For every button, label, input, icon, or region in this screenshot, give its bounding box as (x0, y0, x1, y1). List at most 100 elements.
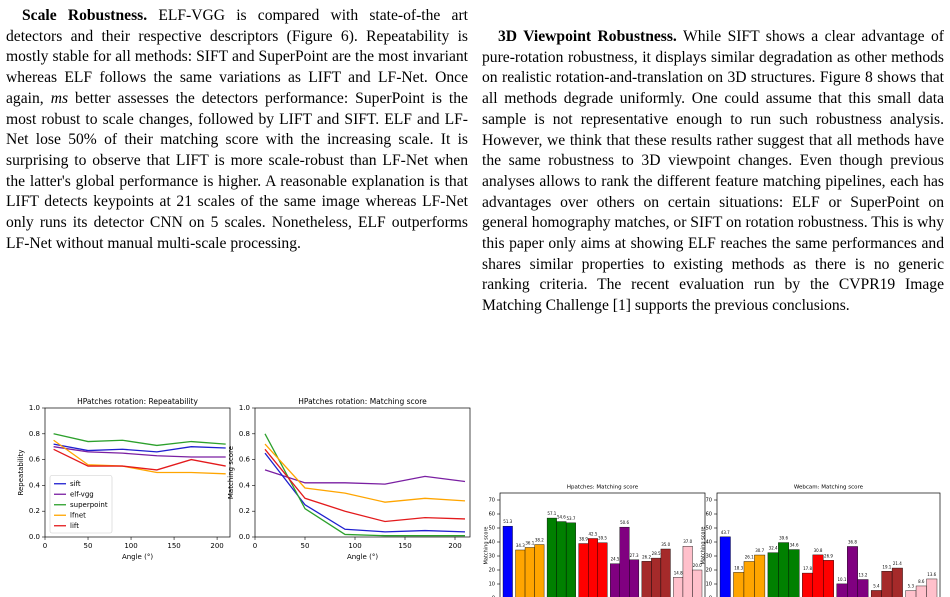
x-tick-label: 100 (348, 542, 361, 550)
y-tick-label: 20 (706, 568, 712, 574)
y-tick-label: 0.2 (239, 507, 250, 515)
bar (619, 526, 630, 597)
value-label: 19.1 (882, 564, 891, 569)
bar (515, 549, 526, 597)
bar (905, 590, 917, 597)
bar (641, 561, 652, 597)
y-tick-label: 0 (492, 596, 495, 597)
chart: HPatches rotation: Matching score Matchin… (227, 397, 471, 561)
y-tick-label: 0.0 (29, 533, 40, 541)
y-tick-label: 0.0 (239, 533, 250, 541)
value-label: 10.1 (838, 577, 847, 582)
chart-title: HPatches rotation: Matching score (298, 397, 427, 406)
paragraph: While SIFT shows a clear advantage of pu… (482, 28, 944, 315)
plot-frame (716, 492, 941, 597)
value-label: 17.8 (803, 566, 812, 571)
y-tick-label: 0.6 (29, 456, 41, 464)
y-tick-label: 60 (706, 512, 712, 518)
legend-label: superpoint (70, 501, 108, 509)
bar (610, 563, 620, 597)
y-tick-label: 10 (489, 582, 495, 588)
x-tick-label: 0 (43, 542, 47, 550)
bar (778, 542, 790, 597)
bar (692, 569, 703, 597)
value-label: 34.3 (516, 543, 525, 548)
bar (836, 583, 848, 597)
y-tick-label: 1.0 (29, 404, 40, 412)
y-tick-label: 50 (489, 526, 495, 532)
bar (565, 522, 576, 597)
bar (546, 517, 557, 597)
bar (823, 560, 834, 597)
value-label: 14.8 (674, 570, 683, 575)
value-label: 28.5 (652, 551, 661, 556)
y-axis-label: Matching score (227, 446, 235, 499)
x-tick-label: 200 (210, 542, 223, 550)
chart-title: Hpatches: Matching score (567, 485, 639, 491)
value-label: 5.4 (873, 583, 880, 588)
bar (870, 590, 882, 597)
value-label: 8.6 (918, 579, 925, 584)
series-line (264, 452, 466, 533)
emphasis: ms (50, 89, 69, 107)
y-tick-label: 40 (489, 540, 495, 546)
value-label: 26.9 (824, 553, 833, 558)
bar (743, 561, 755, 597)
legend-label: lfnet (70, 511, 86, 519)
bar (660, 548, 671, 597)
value-label: 51.3 (503, 519, 512, 524)
series-line (53, 439, 226, 475)
bar (881, 571, 893, 597)
bar (733, 572, 745, 597)
x-tick-label: 150 (167, 542, 180, 550)
x-tick-label: 150 (398, 542, 411, 550)
y-tick-label: 30 (489, 554, 495, 560)
chart: Webcam: Matching score Matching score 0 10 2… (701, 485, 941, 597)
value-label: 37.0 (683, 539, 692, 544)
bar (588, 538, 598, 597)
y-tick-label: 20 (489, 568, 495, 574)
y-axis-label: Matching score (701, 526, 707, 564)
legend-box (49, 475, 113, 534)
heading: Scale Robustness. (22, 7, 148, 24)
legend-label: lift (70, 522, 79, 530)
series-line (53, 433, 226, 447)
bar (802, 572, 813, 597)
value-label: 42.5 (589, 532, 598, 537)
bar (682, 545, 693, 597)
y-tick-label: 40 (706, 540, 712, 546)
value-label: 50.6 (620, 520, 629, 525)
y-tick-label: 70 (489, 498, 495, 504)
chart: Hpatches: Matching score Matching score 0 1… (484, 485, 706, 597)
y-tick-label: 70 (706, 498, 712, 504)
x-axis-label: Angle (°) (122, 553, 153, 561)
value-label: 5.3 (908, 584, 915, 589)
right-column: 3D Viewpoint Robustness. While SIFT show… (482, 27, 944, 317)
value-label: 39.5 (598, 536, 607, 541)
x-tick-label: 0 (253, 542, 257, 550)
x-axis-label: Angle (°) (347, 553, 378, 561)
bar (673, 577, 684, 597)
bar (788, 549, 800, 597)
y-tick-label: 0.4 (29, 481, 41, 489)
series-line (264, 433, 465, 537)
y-tick-label: 60 (489, 512, 495, 518)
bar (556, 521, 567, 597)
value-label: 54.6 (557, 515, 566, 520)
series-line (53, 448, 226, 471)
value-label: 38.9 (579, 537, 588, 542)
bar (857, 579, 869, 597)
value-label: 35.0 (661, 542, 670, 547)
y-tick-label: 10 (706, 582, 712, 588)
bar (578, 543, 589, 597)
y-tick-label: 1.0 (239, 404, 250, 412)
bar (926, 578, 938, 597)
y-tick-label: 0.8 (239, 430, 250, 438)
x-tick-label: 50 (301, 542, 310, 550)
y-tick-label: 50 (706, 526, 712, 532)
legend-label: elf-vgg (70, 490, 94, 498)
value-label: 43.7 (721, 530, 730, 535)
value-label: 18.3 (734, 565, 743, 570)
x-tick-label: 200 (448, 542, 461, 550)
plot-frame (44, 407, 231, 538)
